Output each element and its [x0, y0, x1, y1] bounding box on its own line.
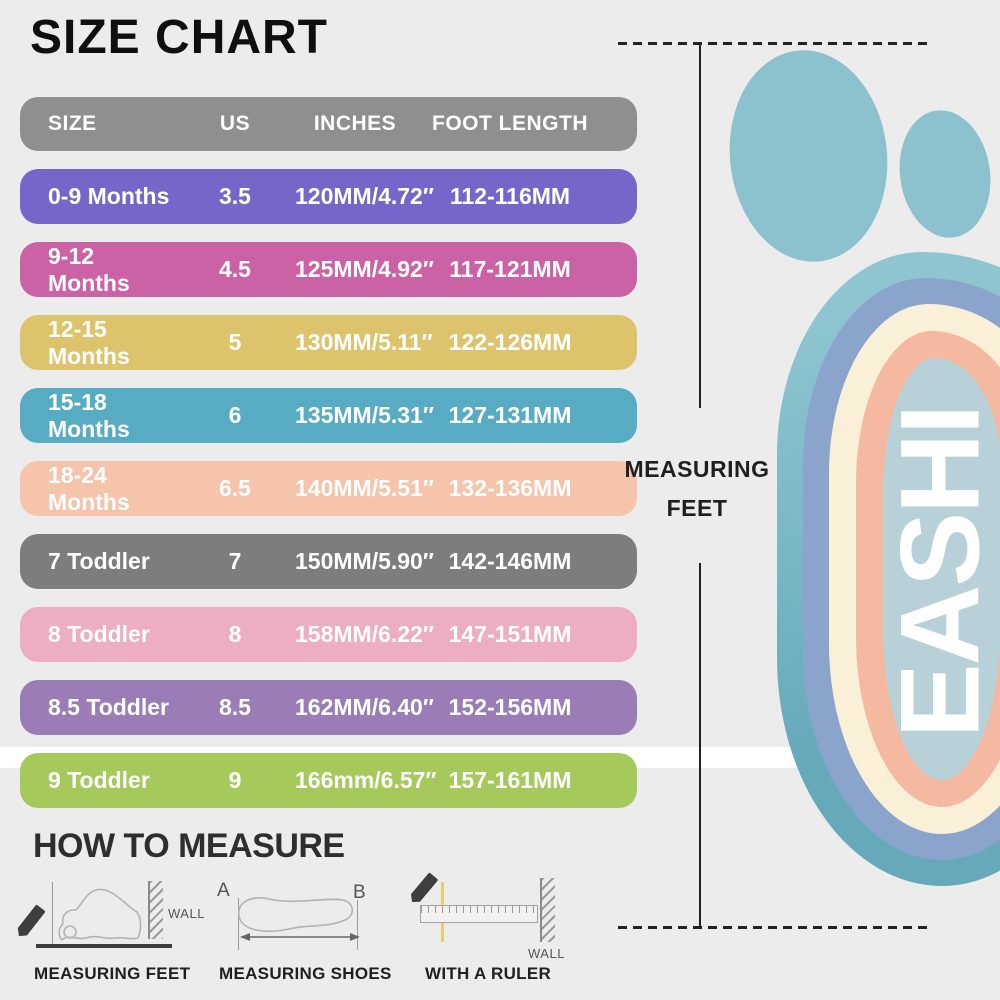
guide-line — [52, 882, 53, 944]
header-us: US — [219, 112, 251, 135]
caption-measuring-shoes: MEASURING SHOES — [219, 964, 392, 983]
cell-foot-length: 142-146MM — [448, 548, 572, 574]
footprint-layer-center — [883, 358, 1000, 780]
cell-foot-length: 147-151MM — [448, 621, 572, 647]
header-foot-length: FOOT LENGTH — [432, 112, 588, 135]
cell-size: 9 Toddler — [48, 767, 150, 793]
cell-inches: 166mm/6.57″ — [295, 767, 437, 793]
brand-logo-text: EASHI — [877, 405, 1000, 739]
wall-hatch-icon — [540, 878, 555, 942]
length-arrow-icon — [240, 933, 360, 941]
header-size: SIZE — [48, 112, 97, 135]
table-row: 7 Toddler 7 150MM/5.90″ 142-146MM — [20, 534, 637, 589]
pencil-icon — [14, 904, 46, 940]
cell-foot-length: 112-116MM — [449, 183, 571, 209]
ruler-ticks — [421, 906, 537, 913]
cell-inches: 135MM/5.31″ — [295, 402, 434, 428]
cell-size: 12-15 Months — [48, 315, 130, 369]
cell-us: 7 — [228, 548, 242, 574]
measuring-shoes-icon: A B — [205, 876, 380, 954]
cell-us: 8 — [228, 621, 242, 647]
table-row: 9 Toddler 9 166mm/6.57″ 157-161MM — [20, 753, 637, 808]
table-row: 12-15 Months 5 130MM/5.11″ 122-126MM — [20, 315, 637, 370]
table-row: 15-18 Months 6 135MM/5.31″ 127-131MM — [20, 388, 637, 443]
cell-inches: 130MM/5.11″ — [295, 329, 433, 355]
cell-foot-length: 157-161MM — [448, 767, 572, 793]
point-a-label: A — [217, 880, 230, 901]
table-row: 18-24 Months 6.5 140MM/5.51″ 132-136MM — [20, 461, 637, 516]
cell-foot-length: 122-126MM — [448, 329, 572, 355]
cell-inches: 158MM/6.22″ — [295, 621, 434, 647]
wall-hatch-icon — [148, 881, 163, 939]
measure-vertical-line-upper — [699, 45, 701, 408]
measure-dashed-line-bottom — [618, 926, 931, 929]
cell-inches: 162MM/6.40″ — [295, 694, 434, 720]
cell-size: 18-24 Months — [48, 461, 130, 515]
wall-label: WALL — [528, 946, 565, 961]
cell-foot-length: 117-121MM — [449, 256, 571, 282]
table-row: 9-12 Months 4.5 125MM/4.92″ 117-121MM — [20, 242, 637, 297]
size-table-rows: 0-9 Months 3.5 120MM/4.72″ 112-116MM 9-1… — [20, 169, 637, 808]
cell-us: 8.5 — [219, 694, 251, 720]
size-table-header: SIZE US INCHES FOOT LENGTH — [20, 97, 637, 151]
cell-foot-length: 152-156MM — [448, 694, 572, 720]
table-row: 8.5 Toddler 8.5 162MM/6.40″ 152-156MM — [20, 680, 637, 735]
point-b-label: B — [353, 882, 366, 903]
cell-us: 5 — [228, 329, 242, 355]
guide-line-b — [357, 900, 358, 950]
measuring-feet-annotation-line2: FEET — [666, 495, 728, 521]
footprint-small-toe — [891, 104, 999, 244]
pencil-icon — [407, 872, 438, 906]
measure-dashed-line-top — [618, 42, 931, 45]
table-row: 8 Toddler 8 158MM/6.22″ 147-151MM — [20, 607, 637, 662]
cell-size: 0-9 Months — [48, 183, 170, 209]
table-row: 0-9 Months 3.5 120MM/4.72″ 112-116MM — [20, 169, 637, 224]
header-inches: INCHES — [313, 112, 397, 135]
how-to-measure-title: HOW TO MEASURE — [33, 827, 345, 865]
measuring-feet-icon: WALL — [22, 876, 217, 954]
cell-size: 8.5 Toddler — [48, 694, 169, 720]
cell-foot-length: 127-131MM — [448, 402, 572, 428]
footprint-layer-blue — [803, 278, 1000, 860]
cell-size: 8 Toddler — [48, 621, 150, 647]
foot-sketch-icon — [58, 888, 142, 941]
cell-size: 7 Toddler — [48, 548, 150, 574]
footprint-big-toe — [719, 42, 898, 270]
cell-us: 6 — [228, 402, 242, 428]
wall-label: WALL — [168, 906, 205, 921]
page-title: SIZE CHART — [30, 11, 328, 64]
cell-us: 6.5 — [219, 475, 251, 501]
footprint-layer-cream — [829, 304, 1000, 834]
cell-size: 9-12 Months — [48, 242, 130, 296]
caption-measuring-feet: MEASURING FEET — [34, 964, 191, 983]
measure-vertical-line-lower — [699, 563, 701, 928]
with-ruler-icon: WALL — [405, 868, 585, 964]
floor-line — [36, 944, 172, 948]
guide-line-a — [238, 898, 239, 950]
footprint-layer-peach — [856, 331, 1000, 807]
size-table: SIZE US INCHES FOOT LENGTH 0-9 Months 3.… — [20, 97, 637, 808]
shoe-outline-icon — [238, 897, 354, 932]
cell-inches: 150MM/5.90″ — [295, 548, 434, 574]
cell-us: 4.5 — [219, 256, 251, 282]
cell-inches: 140MM/5.51″ — [295, 475, 434, 501]
cell-size: 15-18 Months — [48, 388, 130, 442]
cell-us: 9 — [228, 767, 242, 793]
cell-foot-length: 132-136MM — [448, 475, 572, 501]
cell-inches: 125MM/4.92″ — [295, 256, 434, 282]
measuring-feet-annotation-line1: MEASURING — [624, 456, 770, 482]
caption-with-a-ruler: WITH A RULER — [425, 964, 552, 983]
measuring-feet-annotation: MEASURING FEET — [614, 450, 780, 528]
cell-inches: 120MM/4.72″ — [295, 183, 434, 209]
ruler-icon — [420, 905, 538, 923]
cell-us: 3.5 — [219, 183, 251, 209]
footprint-illustration — [777, 252, 1000, 886]
